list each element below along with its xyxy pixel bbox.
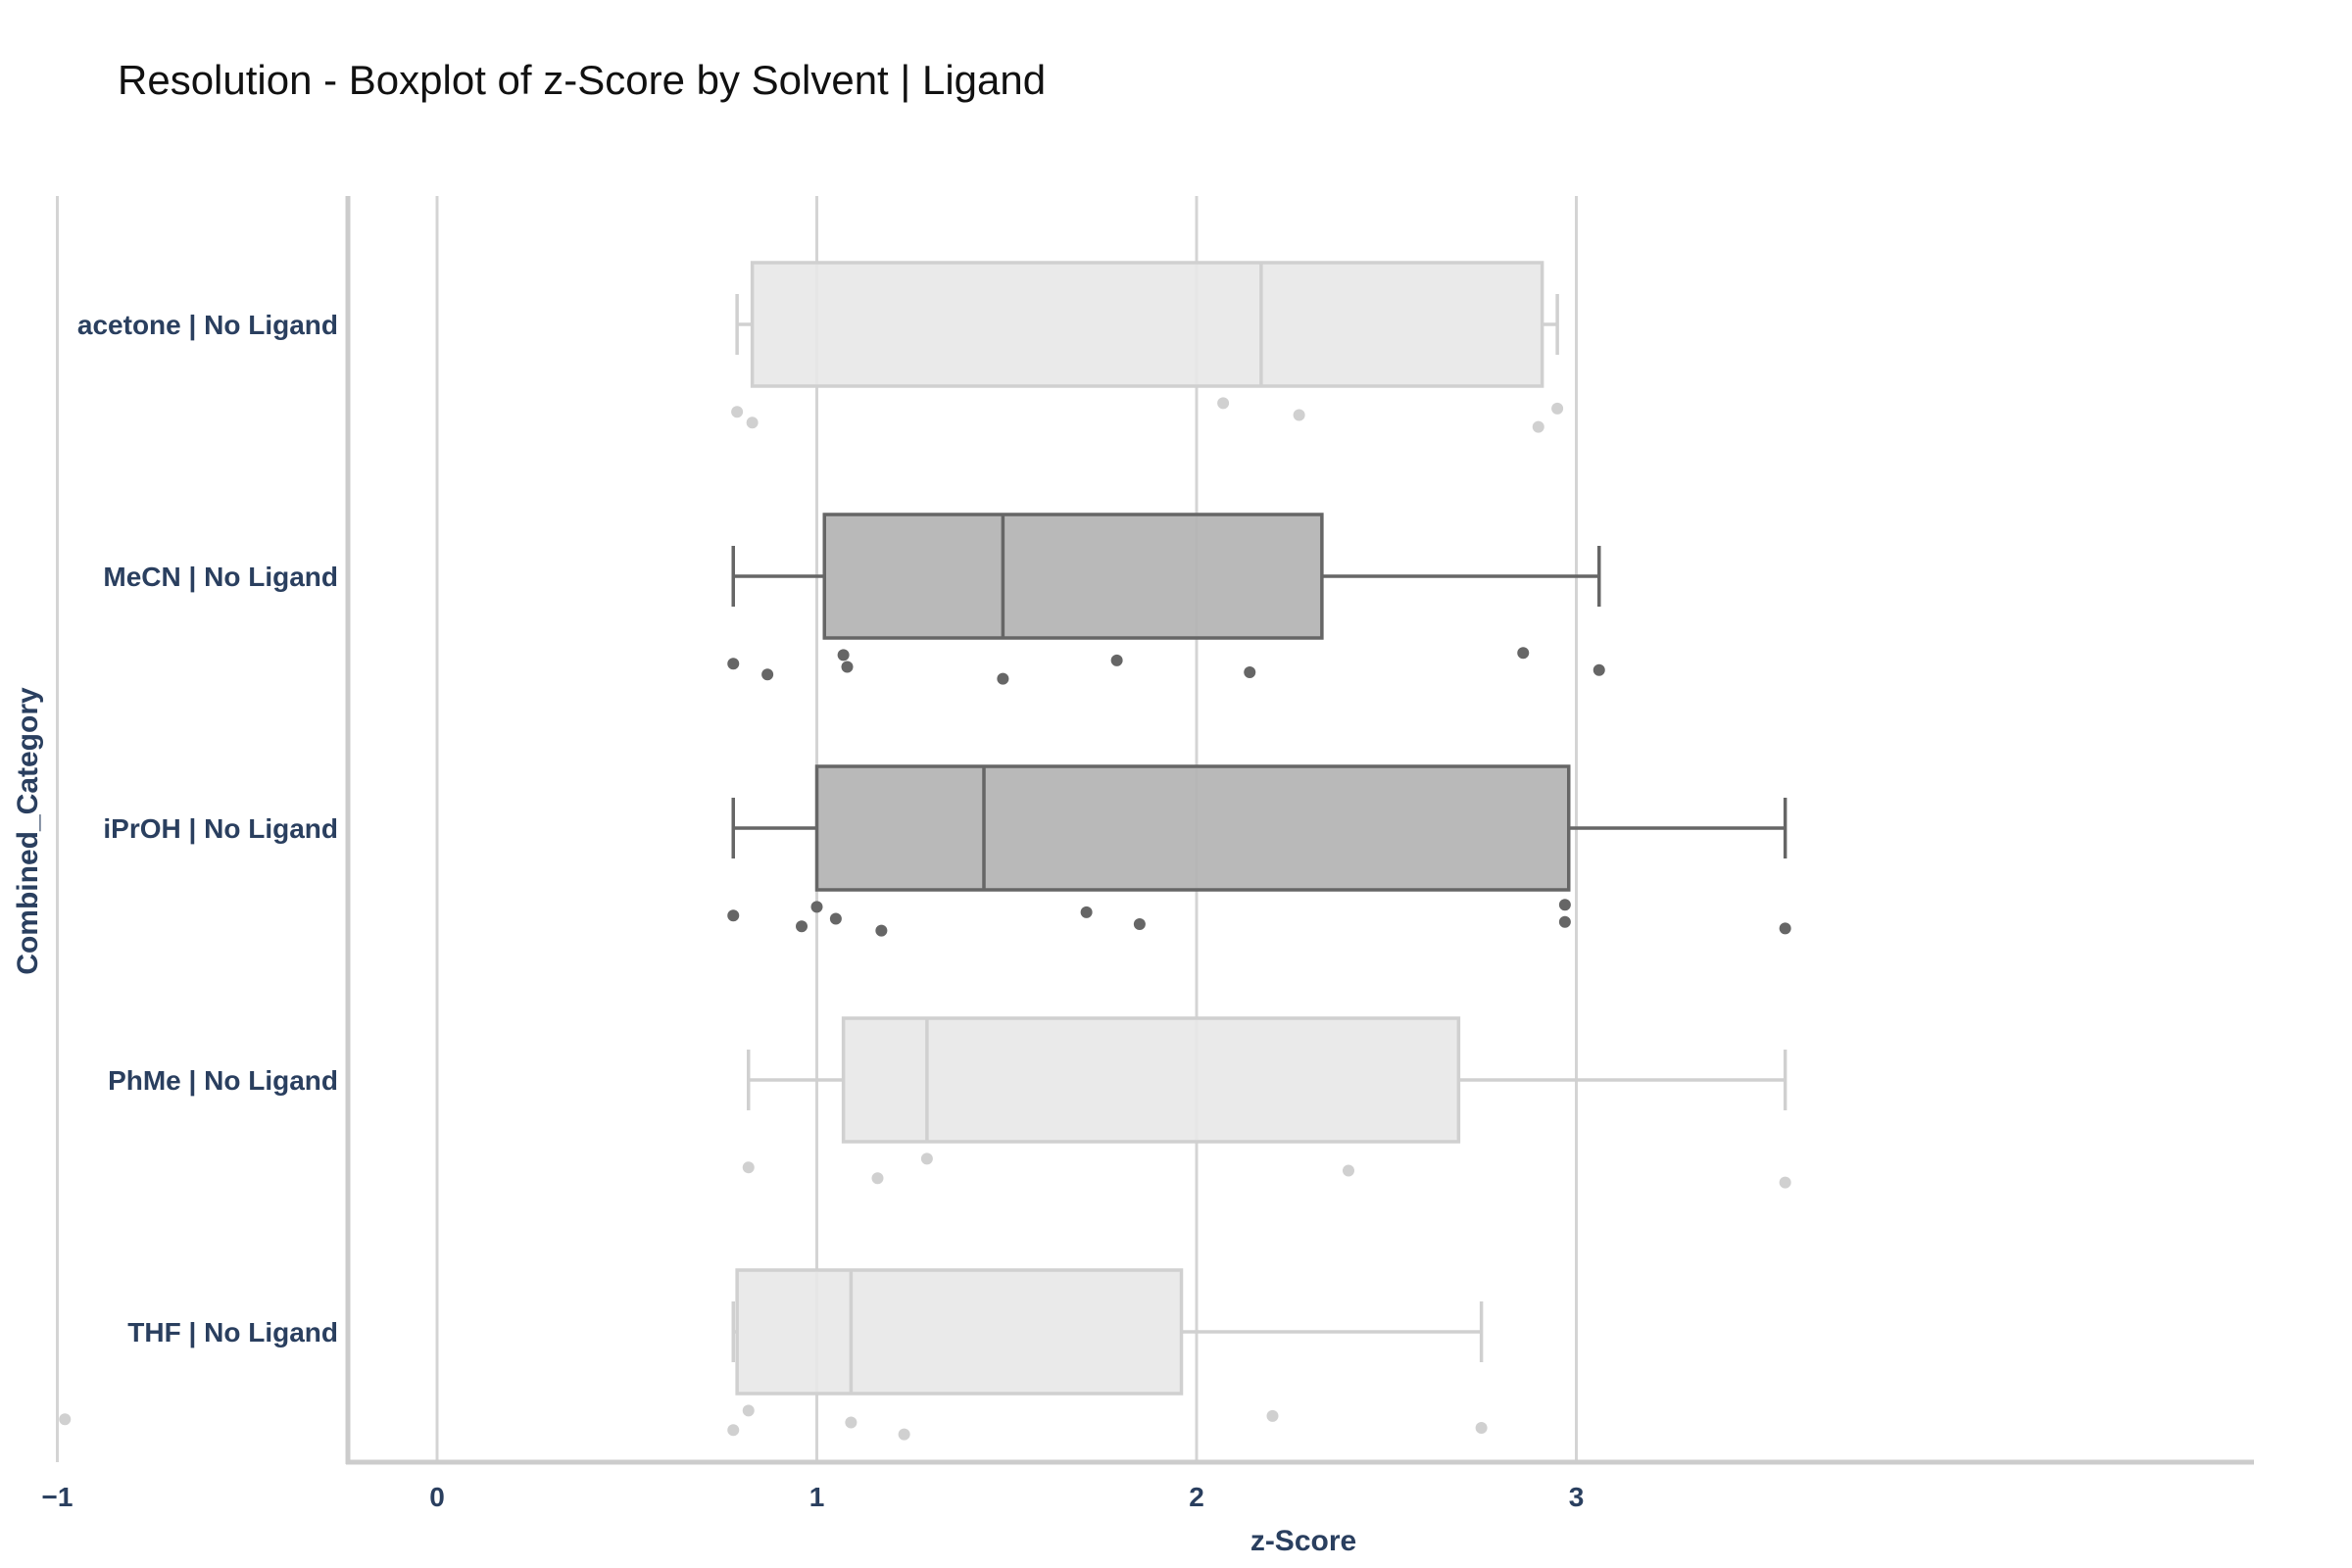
- data-point: [761, 668, 774, 681]
- data-point: [1293, 409, 1305, 421]
- chart-title: Resolution - Boxplot of z-Score by Solve…: [118, 57, 1047, 103]
- data-point: [1266, 1409, 1279, 1422]
- data-point: [875, 924, 888, 937]
- box-iqr: [735, 1268, 1184, 1396]
- y-tick-label: PhMe | No Ligand: [108, 1065, 338, 1096]
- data-point: [1244, 666, 1256, 678]
- y-tick-label: THF | No Ligand: [127, 1317, 338, 1348]
- data-point: [1592, 663, 1605, 676]
- data-point: [746, 416, 759, 429]
- data-point: [841, 661, 854, 673]
- x-tick-label: 2: [1189, 1482, 1204, 1512]
- data-point: [997, 672, 1009, 685]
- data-point: [1558, 899, 1571, 911]
- box-layer: [731, 261, 1788, 1396]
- data-point: [810, 901, 823, 913]
- data-point: [1517, 647, 1530, 660]
- data-point: [871, 1172, 884, 1185]
- x-tick-label: 1: [809, 1482, 825, 1512]
- box-iqr: [750, 261, 1544, 388]
- data-point: [1779, 922, 1791, 935]
- y-axis-title: Combined_Category: [12, 687, 44, 975]
- x-tick-label: 3: [1569, 1482, 1585, 1512]
- data-point: [1532, 420, 1544, 433]
- data-point: [742, 1161, 755, 1174]
- data-point: [1133, 918, 1146, 930]
- data-point: [1110, 654, 1123, 666]
- point-layer: [59, 397, 1791, 1441]
- data-point: [1779, 1176, 1791, 1189]
- data-point: [1217, 397, 1230, 410]
- axis-layer: −1 0 1 2 3 acetone | No Ligand MeCN | No Ligan…: [42, 196, 2254, 1512]
- data-point: [731, 406, 744, 418]
- y-tick-label: MeCN | No Ligand: [103, 562, 338, 592]
- data-point: [727, 909, 740, 922]
- y-tick-label: acetone | No Ligand: [77, 310, 338, 340]
- box-iqr: [841, 1016, 1461, 1144]
- data-point: [920, 1152, 933, 1165]
- data-point: [845, 1416, 858, 1429]
- x-axis-title: z-Score: [1250, 1525, 1356, 1557]
- data-point: [1343, 1164, 1354, 1177]
- box-iqr: [822, 513, 1324, 640]
- data-point: [1558, 915, 1571, 928]
- data-point: [1475, 1422, 1488, 1434]
- data-point: [727, 658, 740, 670]
- data-point: [1080, 906, 1093, 918]
- x-tick-label: −1: [42, 1482, 74, 1512]
- data-point: [742, 1404, 755, 1417]
- data-point: [829, 912, 842, 925]
- data-point: [796, 920, 808, 933]
- data-point: [1551, 402, 1564, 415]
- data-point: [837, 649, 850, 662]
- box-iqr: [814, 764, 1571, 892]
- data-point: [727, 1424, 740, 1437]
- x-tick-label: 0: [429, 1482, 445, 1512]
- y-tick-label: iPrOH | No Ligand: [103, 813, 338, 844]
- data-point: [898, 1428, 910, 1441]
- data-point: [59, 1413, 72, 1426]
